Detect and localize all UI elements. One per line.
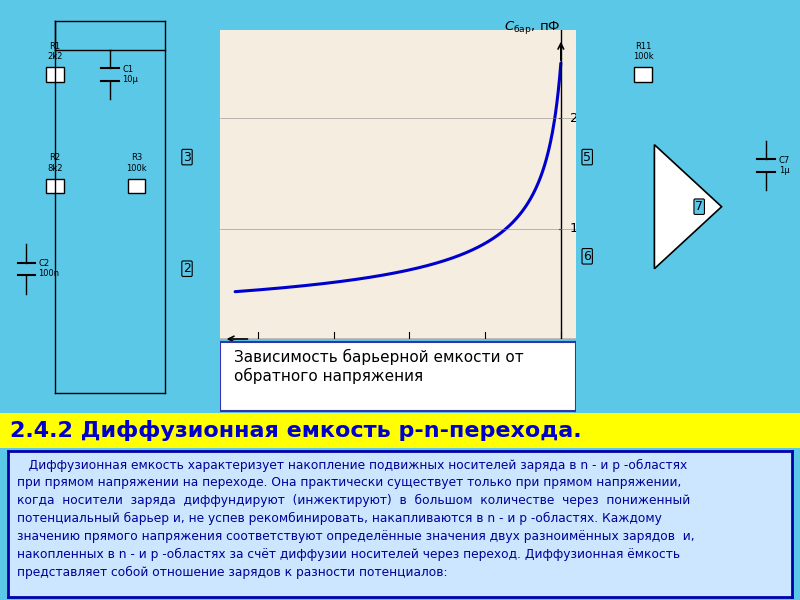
- Text: 5: 5: [583, 151, 591, 164]
- Text: 3: 3: [183, 151, 191, 164]
- Text: $C_\mathrm{бар}$, пФ: $C_\mathrm{бар}$, пФ: [504, 19, 561, 35]
- Text: когда  носители  заряда  диффундируют  (инжектируют)  в  большом  количестве  че: когда носители заряда диффундируют (инже…: [18, 494, 690, 508]
- Text: C7
1µ: C7 1µ: [778, 155, 790, 175]
- Bar: [46, 67, 64, 82]
- Text: -40: -40: [247, 363, 269, 376]
- Text: 2.4.2 Диффузионная емкость p-n-перехода.: 2.4.2 Диффузионная емкость p-n-перехода.: [10, 420, 582, 442]
- Text: -30: -30: [323, 363, 345, 376]
- Text: 10: 10: [570, 222, 587, 235]
- Text: -20: -20: [398, 363, 420, 376]
- Text: накопленных в n - и p -областях за счёт диффузии носителей через переход. Диффуз: накопленных в n - и p -областях за счёт …: [18, 548, 681, 561]
- Text: 0: 0: [557, 363, 565, 376]
- Text: C2
100n: C2 100n: [38, 259, 60, 278]
- Text: 7: 7: [695, 200, 703, 213]
- Bar: [46, 179, 64, 193]
- Text: Диффузионная емкость характеризует накопление подвижных носителей заряда в n - и: Диффузионная емкость характеризует накоп…: [18, 458, 688, 472]
- Text: при прямом напряжении на переходе. Она практически существует только при прямом : при прямом напряжении на переходе. Она п…: [18, 476, 682, 490]
- Text: R11
100k: R11 100k: [633, 41, 654, 61]
- Text: значению прямого напряжения соответствуют определённые значения двух разноимённы: значению прямого напряжения соответствую…: [18, 530, 695, 543]
- Text: C1
10µ: C1 10µ: [122, 65, 138, 84]
- Text: R3
100k: R3 100k: [126, 153, 146, 173]
- Text: R2
8k2: R2 8k2: [47, 153, 62, 173]
- Text: 2: 2: [183, 262, 191, 275]
- Text: 20: 20: [570, 112, 587, 125]
- Text: Зависимость барьерной емкости от
обратного напряжения: Зависимость барьерной емкости от обратно…: [234, 349, 524, 384]
- Bar: [634, 67, 652, 82]
- Text: представляет собой отношение зарядов к разности потенциалов:: представляет собой отношение зарядов к р…: [18, 566, 448, 579]
- Bar: [128, 179, 146, 193]
- Text: $U_\mathrm{обр}$, В: $U_\mathrm{обр}$, В: [227, 381, 274, 398]
- Text: R1
2k2: R1 2k2: [47, 41, 62, 61]
- Polygon shape: [654, 145, 722, 269]
- Text: -10: -10: [474, 363, 496, 376]
- Text: 6: 6: [583, 250, 591, 263]
- Text: потенциальный барьер и, не успев рекомбинировать, накапливаются в n - и p -облас: потенциальный барьер и, не успев рекомби…: [18, 512, 662, 526]
